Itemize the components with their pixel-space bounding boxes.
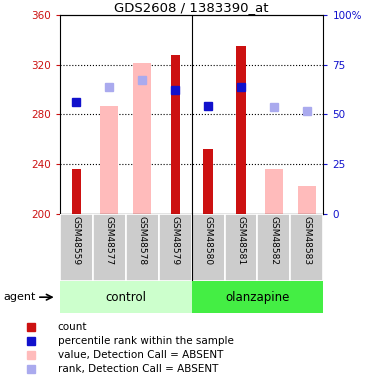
Text: percentile rank within the sample: percentile rank within the sample [58,336,234,346]
Bar [60,281,191,313]
Bar [236,46,246,214]
Text: olanzapine: olanzapine [225,291,290,304]
Bar [126,214,159,281]
Bar [298,186,316,214]
Bar [100,106,118,214]
Bar [204,149,213,214]
Text: GSM48579: GSM48579 [171,216,179,266]
Text: control: control [105,291,146,304]
Bar [191,281,323,313]
Text: GSM48580: GSM48580 [204,216,213,266]
Text: GSM48578: GSM48578 [137,216,147,266]
Text: GSM48582: GSM48582 [270,216,278,266]
Bar [171,55,179,214]
Text: count: count [58,322,87,332]
Bar [258,214,290,281]
Text: agent: agent [4,292,36,302]
Text: value, Detection Call = ABSENT: value, Detection Call = ABSENT [58,350,223,360]
Bar [133,63,151,214]
Bar [60,214,93,281]
Text: GSM48583: GSM48583 [302,216,311,266]
Bar [290,214,323,281]
Title: GDS2608 / 1383390_at: GDS2608 / 1383390_at [114,1,269,14]
Text: GSM48559: GSM48559 [72,216,81,266]
Text: GSM48577: GSM48577 [105,216,114,266]
Text: rank, Detection Call = ABSENT: rank, Detection Call = ABSENT [58,364,218,374]
Bar [72,169,81,214]
Bar [93,214,126,281]
Bar [224,214,258,281]
Bar [159,214,191,281]
Text: GSM48581: GSM48581 [236,216,246,266]
Bar [191,214,224,281]
Bar [265,169,283,214]
